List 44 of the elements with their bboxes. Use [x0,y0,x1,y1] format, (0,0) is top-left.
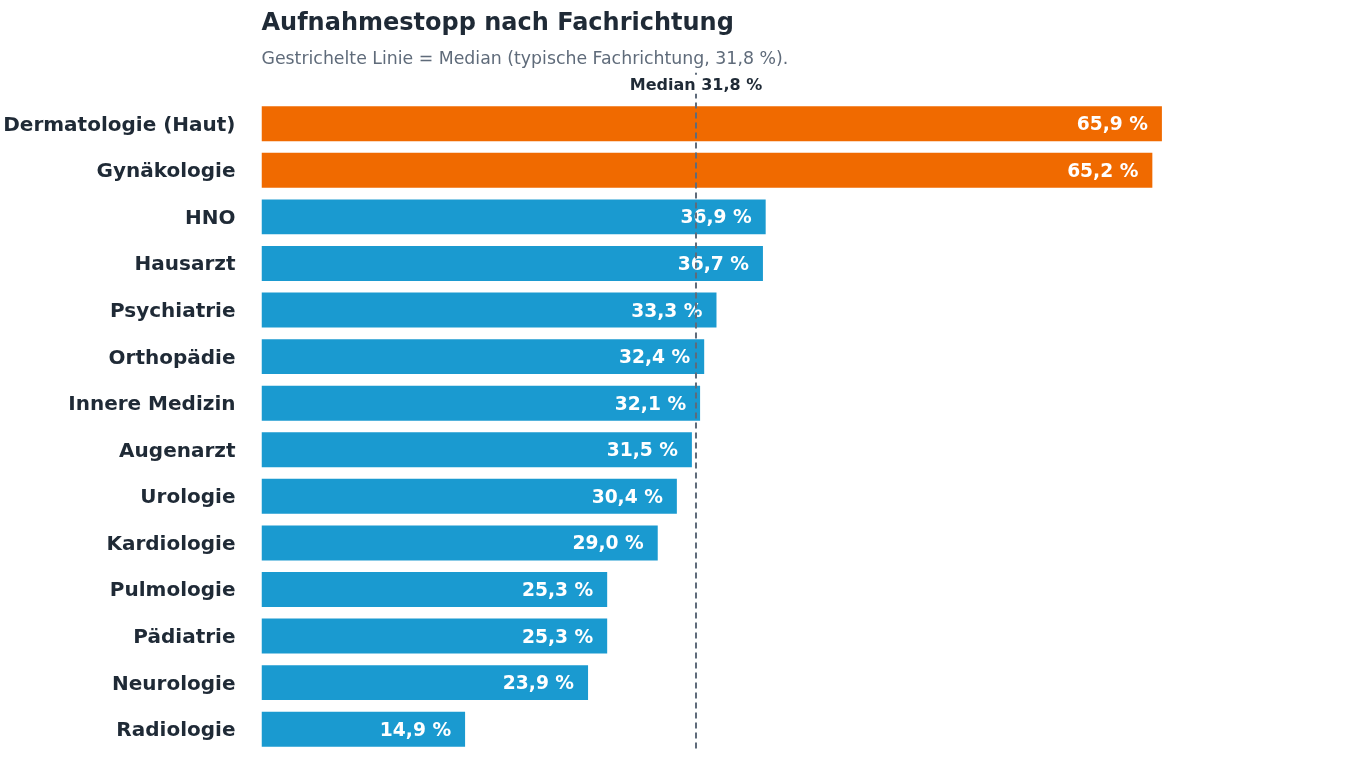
chart-title: Aufnahmestopp nach Fachrichtung [261,7,734,36]
data-label: 32,1 % [614,392,687,414]
data-label: 65,9 % [1076,113,1149,135]
bar [261,106,1162,142]
bar [261,525,658,561]
data-label: 29,0 % [572,532,645,554]
data-label: 25,3 % [521,578,594,600]
y-tick-label: Psychiatrie [109,298,236,323]
bar [261,665,589,701]
bar [261,711,466,747]
y-tick-label: Hausarzt [134,251,236,276]
bar [261,572,608,607]
y-tick-label: Kardiologie [106,530,236,555]
data-label: 23,9 % [502,672,575,694]
data-label: 32,4 % [618,346,691,368]
data-label: 14,9 % [379,718,452,740]
data-label: 25,3 % [521,625,594,647]
y-tick-label: Augenarzt [119,437,236,462]
data-label: 65,2 % [1067,159,1139,181]
y-tick-label: Radiologie [116,717,236,742]
bar [261,199,766,235]
bar [261,385,701,421]
y-tick-label: Pädiatrie [133,624,236,649]
y-tick-label: Pulmologie [109,577,236,602]
data-label: 30,4 % [591,485,664,507]
bar [261,618,608,654]
y-tick-label: Urologie [140,484,236,509]
y-tick-label: HNO [185,204,236,229]
data-label: 36,7 % [677,252,750,274]
data-label: 36,9 % [680,206,752,228]
data-label: 31,5 % [606,439,679,461]
bar [261,432,692,468]
chart-subtitle: Gestrichelte Linie = Median (typische Fachrichtung, 31,8 %). [261,47,789,68]
bar [261,292,717,328]
bar [261,478,677,514]
y-tick-label: Gynäkologie [96,158,236,183]
bar [261,245,763,281]
ref-line-label: Median 31,8 % [629,74,763,94]
y-tick-label: Innere Medizin [68,391,236,416]
y-tick-label: Dermatologie (Haut) [3,111,236,136]
bar [261,152,1153,188]
bar [261,339,705,375]
y-tick-label: Orthopädie [108,344,236,369]
y-tick-label: Neurologie [112,670,236,695]
